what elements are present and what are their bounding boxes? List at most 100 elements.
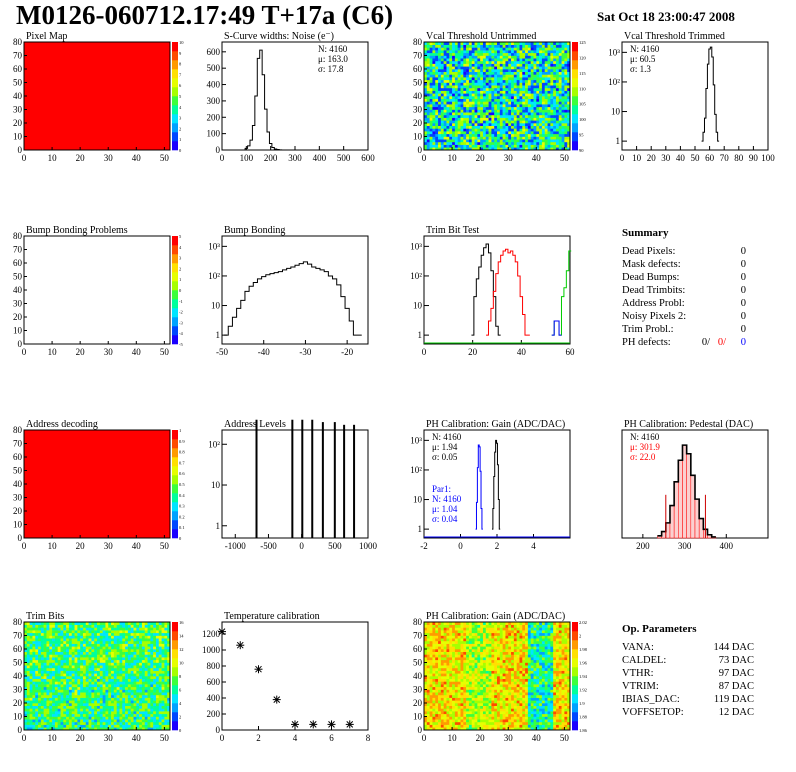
colorbar-label: 0 bbox=[179, 288, 182, 293]
y-tick-label: 10³ bbox=[208, 241, 220, 251]
colorbar-segment bbox=[172, 236, 178, 246]
summary-value: 87 DAC bbox=[719, 681, 754, 692]
y-tick-label: 10 bbox=[13, 520, 23, 530]
heatmap-fill bbox=[24, 42, 170, 150]
colorbar-segment bbox=[172, 640, 178, 650]
y-tick-label: 0 bbox=[418, 725, 423, 735]
stat-text: N: 4160 bbox=[432, 432, 462, 442]
y-tick-label: 30 bbox=[13, 299, 23, 309]
histogram-line bbox=[242, 49, 285, 151]
summary-label: Noisy Pixels 2: bbox=[622, 311, 686, 322]
x-tick-label: 40 bbox=[532, 153, 542, 163]
stat-text: μ: 1.94 bbox=[432, 442, 458, 452]
colorbar-label: 4 bbox=[179, 245, 182, 250]
x-tick-label: 0 bbox=[422, 153, 427, 163]
colorbar-segment bbox=[172, 123, 178, 133]
colorbar-segment bbox=[172, 721, 178, 731]
y-tick-label: 30 bbox=[413, 105, 423, 115]
series-line bbox=[486, 248, 530, 336]
y-tick-label: 600 bbox=[207, 677, 221, 687]
x-tick-label: 500 bbox=[328, 541, 342, 551]
colorbar-label: 95 bbox=[579, 133, 584, 138]
data-point bbox=[327, 720, 336, 729]
colorbar-label: 0 bbox=[179, 728, 182, 733]
y-tick-label: 10 bbox=[13, 712, 23, 722]
colorbar-segment bbox=[572, 141, 578, 151]
level-bar bbox=[333, 422, 336, 538]
x-tick-label: 20 bbox=[468, 347, 478, 357]
colorbar-label: -1 bbox=[179, 299, 183, 304]
colorbar-segment bbox=[172, 132, 178, 142]
colorbar-segment bbox=[572, 96, 578, 106]
plot-frame bbox=[221, 235, 369, 345]
x-tick-label: 500 bbox=[337, 153, 351, 163]
colorbar-label: 1.94 bbox=[579, 674, 588, 679]
x-tick-label: 0 bbox=[422, 347, 427, 357]
colorbar-segment bbox=[572, 78, 578, 88]
x-tick-label: 300 bbox=[288, 153, 302, 163]
x-tick-label: 200 bbox=[264, 153, 278, 163]
colorbar-segment bbox=[572, 631, 578, 641]
y-tick-label: 60 bbox=[413, 64, 423, 74]
summary-value: 0 bbox=[741, 259, 746, 270]
x-tick-label: -500 bbox=[260, 541, 277, 551]
y-tick-label: 0 bbox=[216, 725, 221, 735]
x-tick-label: 50 bbox=[560, 733, 570, 743]
colorbar-segment bbox=[572, 694, 578, 704]
colorbar-segment bbox=[172, 105, 178, 115]
parameters-panel: Op. Parameters VANA: 144 DAC CALDEL: 73 DAC V… bbox=[622, 623, 754, 718]
data-point bbox=[291, 720, 299, 729]
chart-title: Bump Bonding Problems bbox=[26, 225, 128, 236]
y-tick-label: 0 bbox=[18, 339, 23, 349]
colorbar-segment bbox=[572, 87, 578, 97]
summary-label: Dead Bumps: bbox=[622, 272, 680, 283]
x-tick-label: 0 bbox=[22, 153, 27, 163]
y-tick-label: 1 bbox=[216, 521, 221, 531]
histogram-line bbox=[491, 439, 501, 530]
colorbar-label: 2 bbox=[179, 126, 181, 131]
chart-title: Pixel Map bbox=[26, 31, 67, 42]
colorbar-segment bbox=[572, 712, 578, 722]
colorbar-segment bbox=[572, 667, 578, 677]
colorbar-label: 120 bbox=[579, 55, 587, 60]
colorbar-segment bbox=[172, 317, 178, 327]
heatmap-cells bbox=[424, 42, 571, 151]
data-point bbox=[254, 665, 263, 674]
stat-text: μ: 60.5 bbox=[630, 54, 656, 64]
stat-text: σ: 0.05 bbox=[432, 452, 458, 462]
y-tick-label: 1 bbox=[616, 136, 621, 146]
plot-frame bbox=[423, 235, 571, 345]
x-tick-label: 30 bbox=[504, 733, 514, 743]
colorbar-segment bbox=[572, 649, 578, 659]
y-tick-label: 200 bbox=[207, 112, 221, 122]
x-tick-label: 20 bbox=[647, 153, 657, 163]
y-tick-label: 20 bbox=[13, 118, 23, 128]
colorbar-segment bbox=[572, 703, 578, 713]
chart-title: Vcal Threshold Untrimmed bbox=[426, 31, 536, 42]
summary-title: Summary bbox=[622, 227, 669, 239]
stat-text: N: 4160 bbox=[432, 494, 462, 504]
colorbar-segment bbox=[572, 622, 578, 632]
x-tick-label: 30 bbox=[104, 733, 114, 743]
y-tick-label: 10 bbox=[611, 107, 621, 117]
colorbar-segment bbox=[572, 676, 578, 686]
y-tick-label: 10 bbox=[13, 132, 23, 142]
colorbar-label: 2 bbox=[179, 266, 181, 271]
summary-value: 0 bbox=[741, 285, 746, 296]
y-tick-label: 0 bbox=[216, 145, 221, 155]
level-bar bbox=[291, 419, 294, 538]
level-bar bbox=[353, 424, 356, 538]
x-tick-label: 90 bbox=[749, 153, 759, 163]
colorbar-label: 0.4 bbox=[179, 493, 185, 498]
colorbar-segment bbox=[172, 141, 178, 151]
x-tick-label: 10 bbox=[632, 153, 642, 163]
y-tick-label: 20 bbox=[13, 506, 23, 516]
colorbar-segment bbox=[172, 511, 178, 521]
y-tick-label: 10² bbox=[208, 271, 220, 281]
address-decoding-panel: Address decoding 0 0.1 0.2 0.3 0.4 0.5 0.6 0.7 0.… bbox=[13, 419, 185, 551]
y-tick-label: 50 bbox=[13, 466, 23, 476]
timestamp: Sat Oct 18 23:00:47 2008 bbox=[597, 9, 735, 24]
colorbar-label: 1.96 bbox=[579, 661, 588, 666]
summary-label: Dead Trimbits: bbox=[622, 285, 685, 296]
colorbar-segment bbox=[172, 51, 178, 61]
